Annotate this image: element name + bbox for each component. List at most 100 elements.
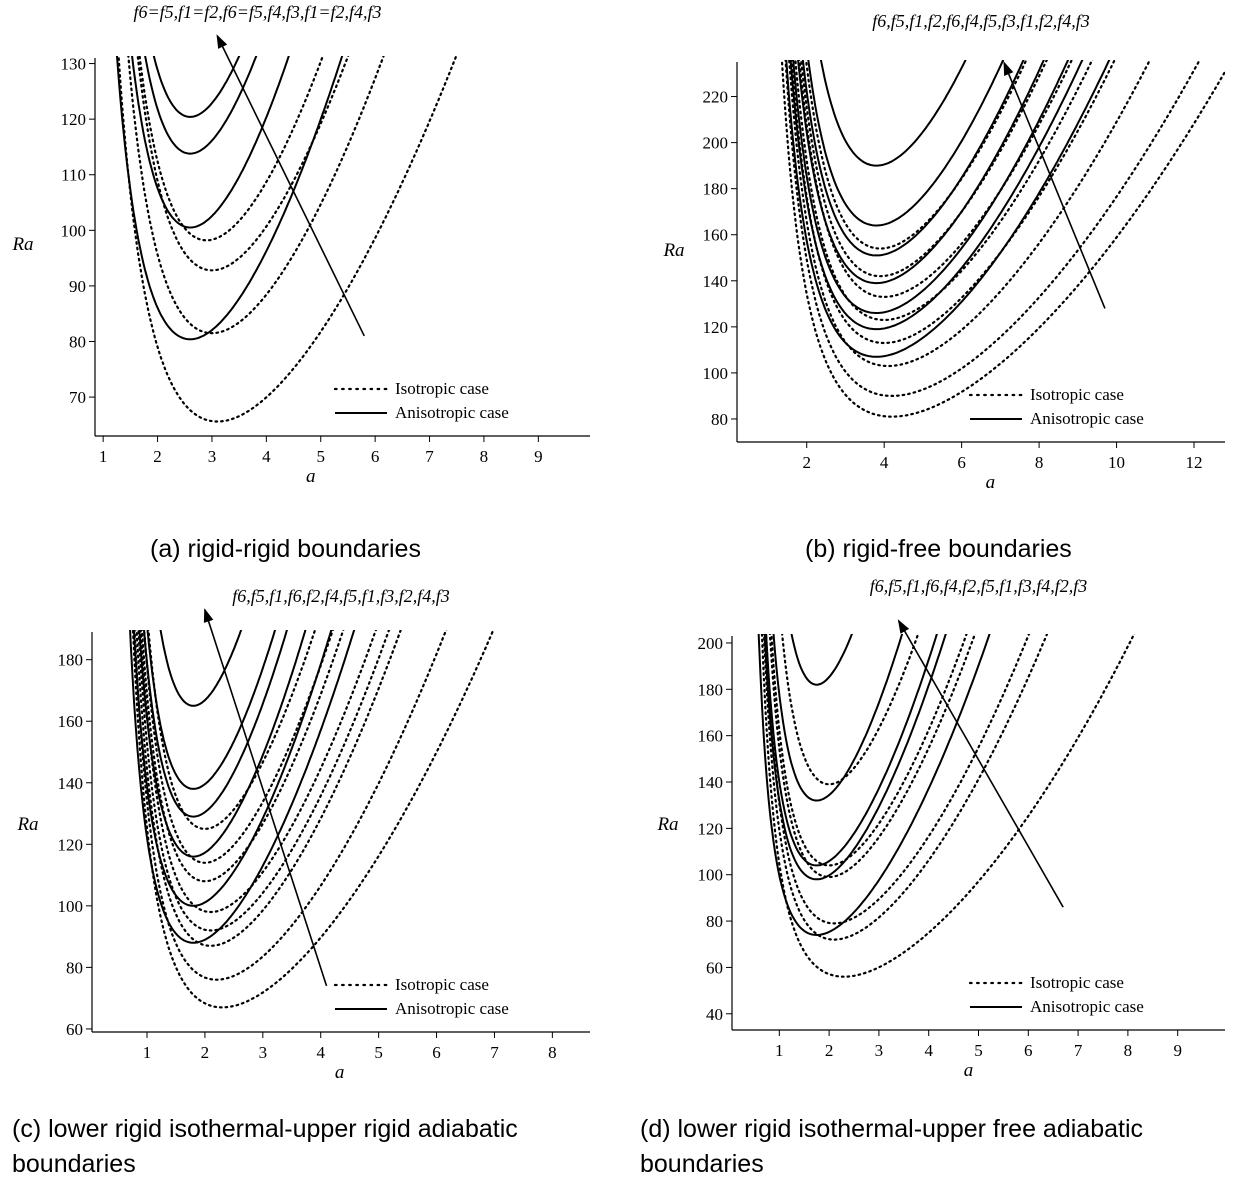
y-tick-label: 80 (706, 912, 723, 931)
legend-anisotropic-label: Anisotropic case (395, 999, 509, 1018)
y-tick-label: 100 (703, 364, 729, 383)
curves-c (129, 630, 495, 1009)
anisotropic-curve-5 (131, 56, 290, 229)
anisotropic-curve-6 (757, 634, 991, 937)
isotropic-curve-2 (788, 60, 1152, 368)
x-tick-label: 8 (1124, 1041, 1133, 1060)
panel-a: 1 2 3 4 5 6 7 8 9 70 80 90 100 110 120 130 a Ra f6=f5,f1=f… (11, 2, 590, 487)
y-tick-label: 180 (58, 651, 84, 670)
curves-a (115, 56, 458, 423)
anisotropic-curve-12 (146, 630, 277, 790)
caption-a: (a) rigid-rigid boundaries (150, 535, 421, 563)
y-tick-label: 70 (69, 388, 86, 407)
x-tick-label: 4 (316, 1043, 325, 1062)
panel-c: 1 2 3 4 5 6 7 8 60 80 100 120 140 160 180 a Ra f6,f5,f1,f… (16, 586, 590, 1083)
isotropic-curve-5 (140, 630, 345, 883)
anisotropic-curve-13 (807, 60, 1005, 227)
y-tick-label: 160 (58, 712, 84, 731)
y-tick-label: 220 (703, 88, 729, 107)
y-tick-label: 180 (703, 180, 729, 199)
y-tick-label: 140 (58, 774, 84, 793)
direction-arrow-c (203, 608, 328, 987)
isotropic-curve-5 (798, 60, 1074, 298)
y-tick-label: 120 (58, 835, 84, 854)
x-tick-label: 9 (534, 447, 543, 466)
y-tick-label: 120 (703, 318, 729, 337)
isotropic-curve-1 (133, 630, 448, 981)
y-tick-label: 80 (66, 958, 83, 977)
legend-anisotropic-label: Anisotropic case (1030, 409, 1144, 428)
y-tick-label: 180 (698, 680, 724, 699)
y-tick-label: 160 (703, 226, 729, 245)
x-tick-label: 1 (775, 1041, 784, 1060)
legend-isotropic-label: Isotropic case (395, 975, 489, 994)
x-tick-label: 8 (1035, 453, 1044, 472)
anisotropic-curve-7 (152, 56, 241, 118)
arrow-label-b: f6,f5,f1,f2,f6,f4,f5,f3,f1,f2,f4,f3 (872, 11, 1090, 31)
x-tick-label: 3 (259, 1043, 268, 1062)
x-tick-label: 2 (802, 453, 811, 472)
legend-isotropic-label: Isotropic case (1030, 385, 1124, 404)
x-axis-label: a (306, 466, 316, 487)
y-axis-label: Ra (11, 234, 33, 255)
x-tick-label: 4 (924, 1041, 933, 1060)
x-tick-label: 6 (432, 1043, 441, 1062)
x-tick-label: 5 (316, 447, 325, 466)
y-tick-label: 200 (703, 134, 729, 153)
panel-b: 2 4 6 8 10 12 80 100 120 140 160 180 200 220 a Ra f6,f5,… (662, 11, 1225, 493)
x-tick-label: 2 (825, 1041, 834, 1060)
x-tick-label: 3 (875, 1041, 884, 1060)
y-tick-label: 140 (703, 272, 729, 291)
y-tick-label: 100 (61, 221, 87, 240)
x-tick-label: 6 (371, 447, 380, 466)
anisotropic-curve-7 (763, 634, 947, 881)
x-tick-label: 1 (143, 1043, 152, 1062)
x-tick-label: 6 (1024, 1041, 1033, 1060)
isotropic-curve-3 (138, 56, 325, 242)
anisotropic-curve-11 (797, 60, 1045, 285)
x-tick-label: 6 (957, 453, 966, 472)
anisotropic-curve-8 (785, 60, 1111, 358)
x-tick-label: 8 (480, 447, 489, 466)
anisotropic-curve-9 (789, 60, 1084, 331)
x-axis-label: a (986, 472, 996, 493)
legend-anisotropic-label: Anisotropic case (1030, 997, 1144, 1016)
y-tick-label: 80 (69, 333, 86, 352)
isotropic-curve-7 (147, 630, 317, 831)
anisotropic-curve-10 (792, 60, 1070, 314)
x-tick-label: 3 (208, 447, 217, 466)
y-tick-label: 80 (711, 410, 728, 429)
isotropic-curve-3 (137, 630, 391, 932)
isotropic-curve-1 (762, 634, 1049, 941)
x-tick-label: 4 (262, 447, 271, 466)
anisotropic-curve-6 (144, 56, 258, 155)
isotropic-curve-4 (139, 630, 378, 914)
y-tick-label: 60 (706, 958, 723, 977)
isotropic-curve-3 (768, 634, 977, 879)
caption-d: (d) lower rigid isothermal-upper free ad… (640, 1115, 1144, 1178)
caption-c: (c) lower rigid isothermal-upper rigid a… (12, 1115, 518, 1178)
anisotropic-curve-9 (772, 634, 904, 802)
isotropic-curve-6 (143, 630, 335, 864)
x-axis-label: a (964, 1060, 974, 1081)
legend-isotropic-label: Isotropic case (1030, 973, 1124, 992)
x-tick-label: 12 (1186, 453, 1203, 472)
anisotropic-curve-12 (801, 60, 1025, 257)
isotropic-curve-1 (127, 56, 385, 335)
direction-arrow-d (897, 619, 1064, 908)
direction-arrow-a (216, 34, 365, 337)
curves-b (780, 60, 1225, 418)
y-tick-label: 60 (66, 1020, 83, 1039)
x-tick-label: 5 (974, 1041, 983, 1060)
anisotropic-curve-10 (790, 634, 853, 686)
legend-d: Isotropic case Anisotropic case (968, 973, 1144, 1016)
anisotropic-curve-8 (765, 634, 938, 867)
anisotropic-curve-13 (159, 630, 243, 707)
y-tick-label: 120 (698, 819, 724, 838)
y-tick-label: 40 (706, 1005, 723, 1024)
x-tick-label: 9 (1173, 1041, 1182, 1060)
caption-b: (b) rigid-free boundaries (805, 535, 1072, 563)
y-tick-label: 100 (58, 897, 84, 916)
curves-d (757, 634, 1136, 978)
